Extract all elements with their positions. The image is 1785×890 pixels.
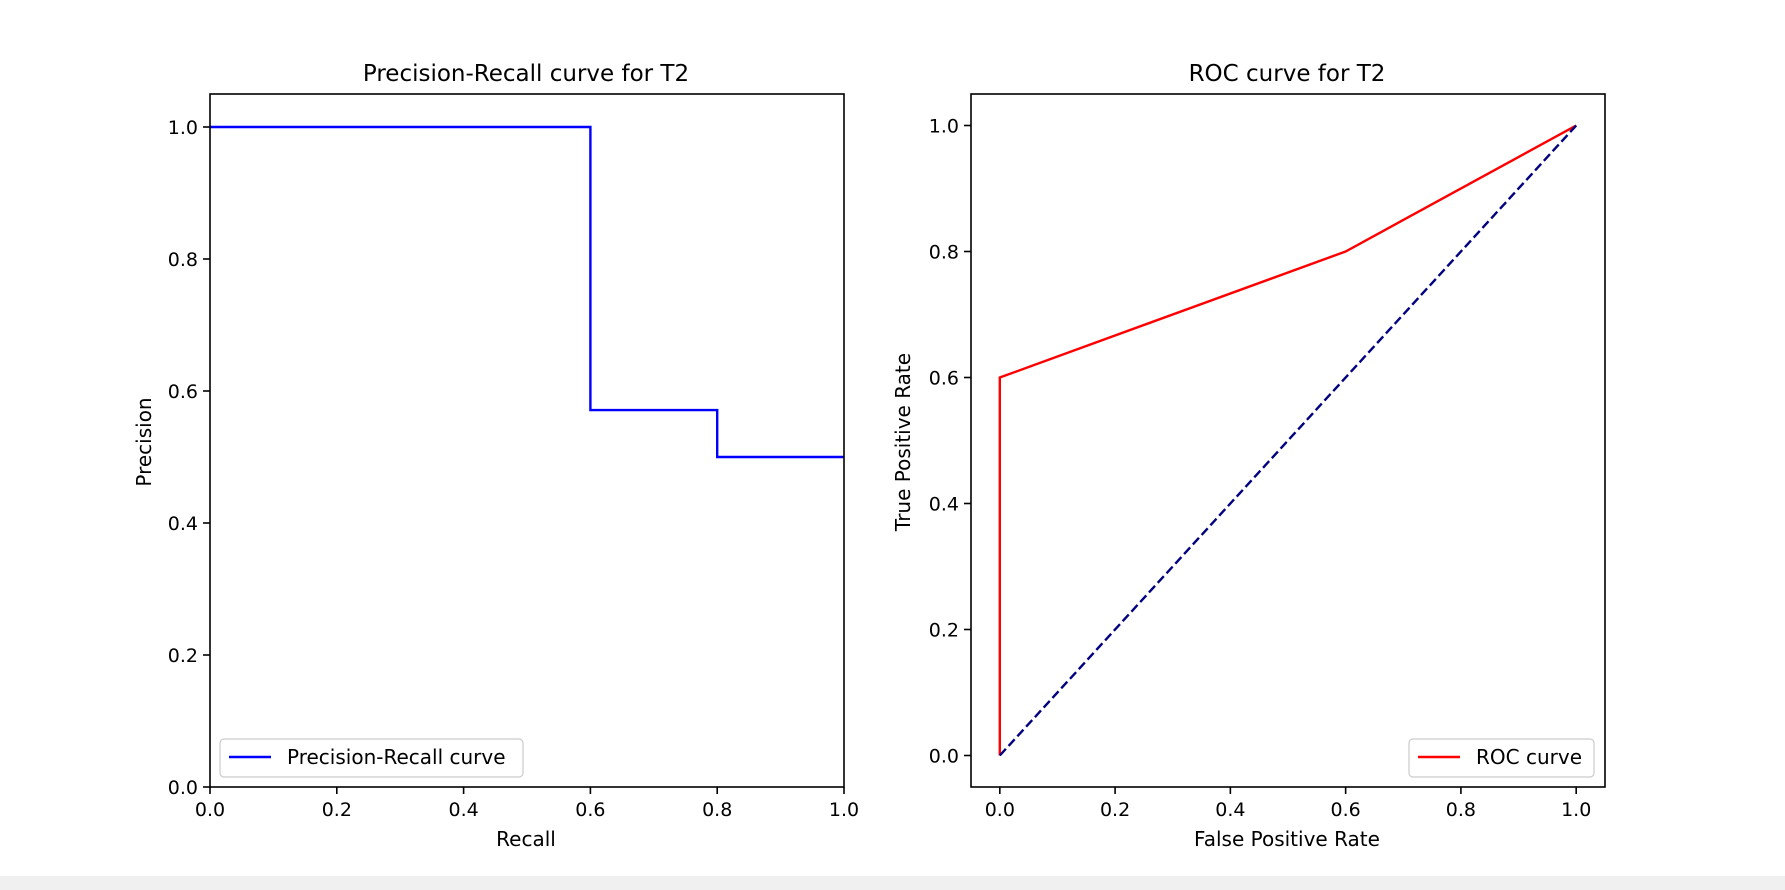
roc-x-tick-label: 0.4 — [1215, 799, 1245, 821]
pr-y-tick-label: 0.4 — [168, 513, 198, 535]
pr-series-line-0 — [210, 125, 844, 459]
roc-x-tick-label: 0.6 — [1331, 799, 1361, 821]
roc-x-tick-label: 0.2 — [1100, 799, 1130, 821]
pr-y-tick-label: 0.2 — [168, 645, 198, 667]
pr-legend-box — [219, 738, 524, 778]
pr-legend: Precision-Recall curve — [219, 738, 524, 778]
pr-x-axis-label: Recall — [496, 827, 556, 851]
pr-axes-frame — [209, 93, 845, 788]
roc-y-axis-label: True Positive Rate — [891, 353, 915, 532]
roc-axes-frame — [970, 93, 1606, 788]
pr-x-tick-label: 0.2 — [322, 799, 352, 821]
roc-y-tick-label: 0.4 — [929, 494, 959, 516]
roc-series-line-0 — [998, 124, 1577, 756]
pr-y-axis-label: Precision — [132, 397, 156, 486]
pr-axis-ticks: 0.0 0.2 0.4 0.6 0.8 1.0 0.0 0.2 0.4 0.6 0.8 1.0 — [168, 117, 859, 821]
pr-y-tick-label: 0.8 — [168, 249, 198, 271]
pr-y-tick-label: 1.0 — [168, 117, 198, 139]
roc-x-tick-label: 0.8 — [1446, 799, 1476, 821]
roc-y-tick-label: 0.2 — [929, 620, 959, 642]
roc-legend-label: ROC curve — [1476, 745, 1582, 769]
bottom-strip — [0, 876, 1785, 890]
precision-recall-panel: Precision-Recall curve for T2 0.0 0.2 0.4 0… — [132, 61, 859, 851]
roc-legend-box — [1408, 738, 1595, 778]
roc-x-tick-label: 1.0 — [1561, 799, 1591, 821]
pr-chart-title: Precision-Recall curve for T2 — [363, 61, 689, 87]
pr-x-tick-label: 0.4 — [448, 799, 478, 821]
roc-chart-title: ROC curve for T2 — [1189, 61, 1386, 87]
pr-x-tick-label: 0.6 — [575, 799, 605, 821]
pr-x-tick-label: 0.0 — [195, 799, 225, 821]
pr-legend-label: Precision-Recall curve — [287, 745, 506, 769]
pr-y-tick-label: 0.0 — [168, 777, 198, 799]
pr-plot-area — [210, 125, 844, 459]
roc-x-tick-label: 0.0 — [985, 799, 1015, 821]
roc-panel: ROC curve for T2 0.0 0.2 0.4 0.6 0.8 1.00.00.… — [891, 61, 1606, 851]
roc-series-line-1 — [998, 124, 1578, 757]
roc-plot-area — [998, 124, 1578, 757]
pr-x-tick-label: 1.0 — [829, 799, 859, 821]
roc-y-tick-label: 0.8 — [929, 242, 959, 264]
pr-x-tick-label: 0.8 — [702, 799, 732, 821]
roc-y-tick-label: 0.0 — [929, 746, 959, 768]
roc-axis-ticks: 0.0 0.2 0.4 0.6 0.8 1.0 0.0 0.2 0.4 0.6 0.8 1.0 — [929, 116, 1592, 822]
pr-y-tick-label: 0.6 — [168, 381, 198, 403]
roc-x-axis-label: False Positive Rate — [1194, 827, 1380, 851]
roc-y-tick-label: 0.6 — [929, 368, 959, 390]
roc-y-tick-label: 1.0 — [929, 116, 959, 138]
roc-legend: ROC curve — [1408, 738, 1595, 778]
